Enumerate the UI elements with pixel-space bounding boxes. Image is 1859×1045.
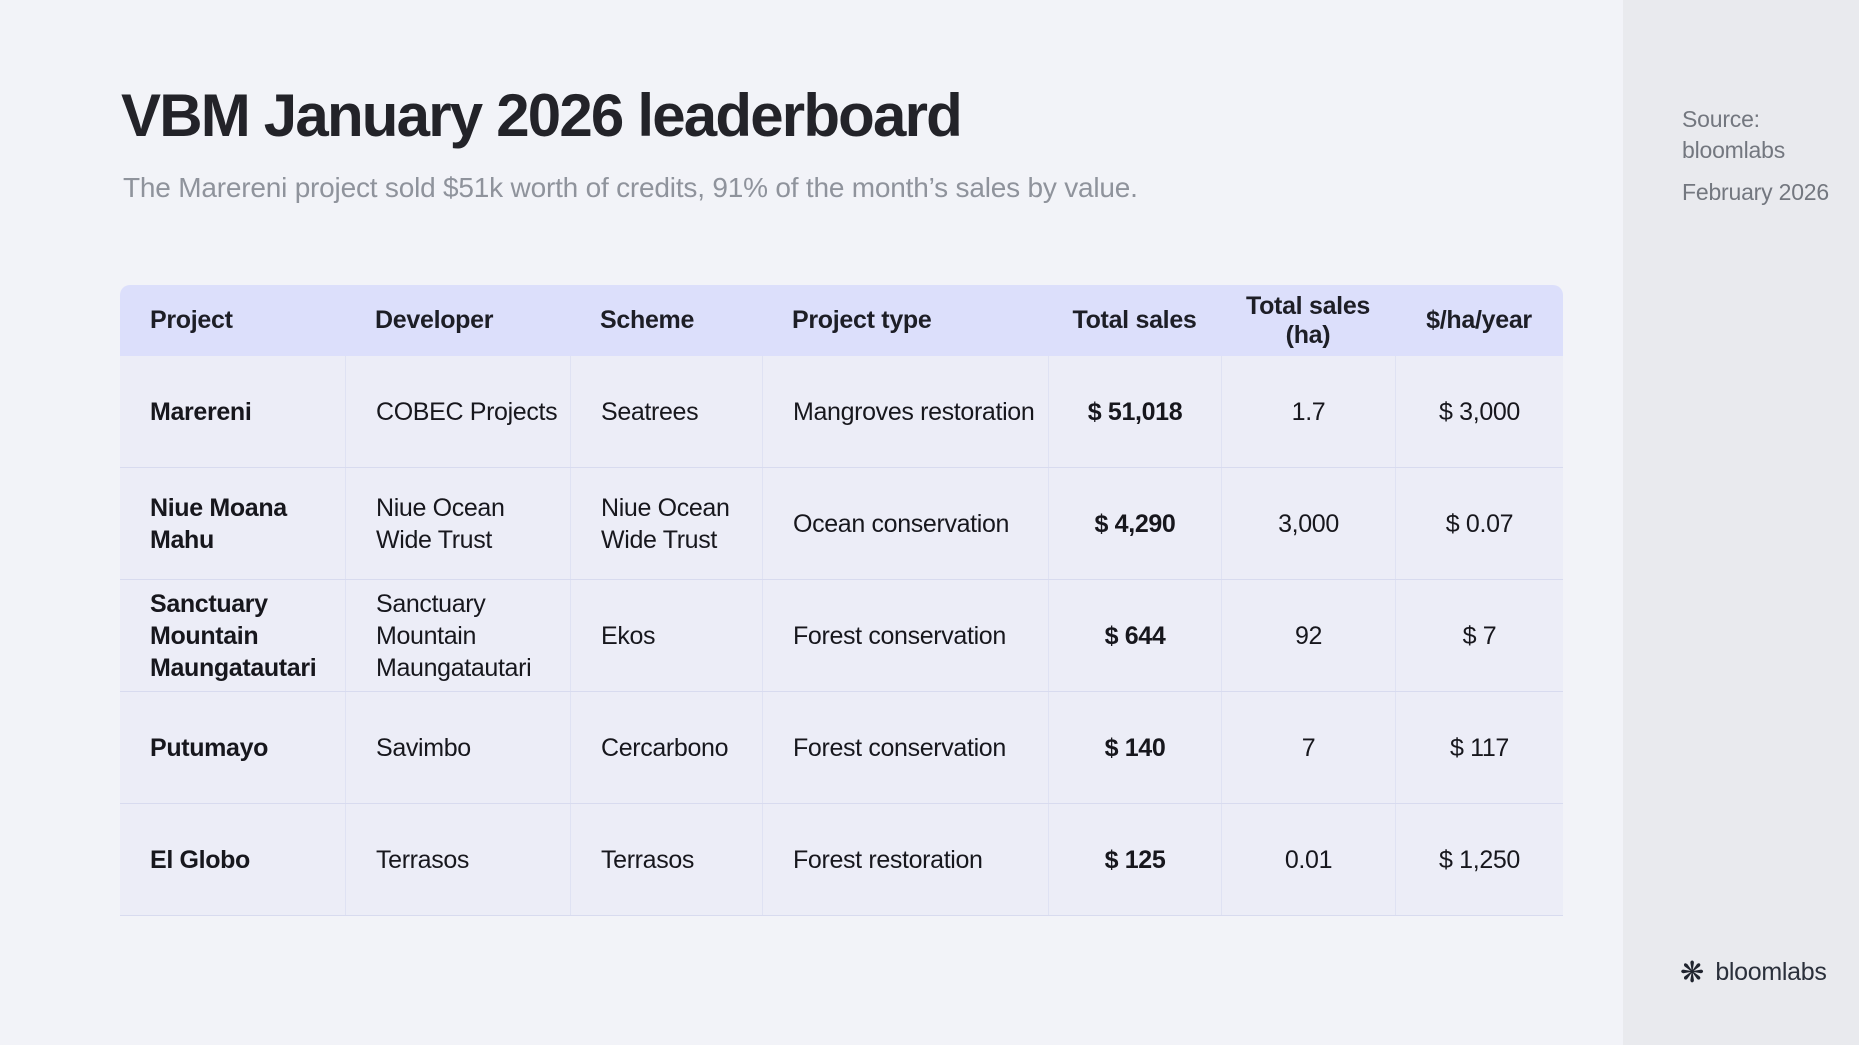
source-label: Source: xyxy=(1682,106,1760,132)
brand-name: bloomlabs xyxy=(1715,958,1827,986)
table-row: Putumayo Savimbo Cercarbono Forest conse… xyxy=(120,692,1563,804)
header-cell-project: Project xyxy=(150,306,233,334)
table-row: Sanctuary Mountain Maungatautari Sanctua… xyxy=(120,580,1563,692)
table-header-row: Project Developer Scheme Project type To… xyxy=(120,285,1563,356)
cell-total-sales-ha: 92 xyxy=(1221,580,1395,691)
cell-dollar-ha-year: $ 3,000 xyxy=(1395,356,1563,467)
leaderboard-table: Project Developer Scheme Project type To… xyxy=(120,285,1563,916)
cell-scheme: Terrasos xyxy=(570,804,762,915)
cell-total-sales-ha: 3,000 xyxy=(1221,468,1395,579)
cell-scheme: Ekos xyxy=(570,580,762,691)
table-row: El Globo Terrasos Terrasos Forest restor… xyxy=(120,804,1563,916)
table-row: Marereni COBEC Projects Seatrees Mangrov… xyxy=(120,356,1563,468)
cell-project: Niue Moana Mahu xyxy=(150,493,287,554)
header-cell-project-type: Project type xyxy=(792,306,932,334)
page-subtitle: The Marereni project sold $51k worth of … xyxy=(123,172,1138,203)
cell-developer: Savimbo xyxy=(345,692,570,803)
cell-project-type: Forest restoration xyxy=(762,804,1048,915)
cell-developer: Terrasos xyxy=(345,804,570,915)
cell-dollar-ha-year: $ 7 xyxy=(1395,580,1563,691)
source-name: bloomlabs xyxy=(1682,137,1786,163)
header-cell-total-sales-ha: Total sales (ha) xyxy=(1245,291,1371,349)
cell-project-type: Forest conservation xyxy=(762,580,1048,691)
cell-total-sales: $ 125 xyxy=(1048,804,1221,915)
page-title: VBM January 2026 leaderboard xyxy=(121,82,963,149)
cell-dollar-ha-year: $ 117 xyxy=(1395,692,1563,803)
cell-total-sales-ha: 7 xyxy=(1221,692,1395,803)
header-cell-developer: Developer xyxy=(375,306,494,334)
cell-project: Putumayo xyxy=(150,733,269,762)
cell-project: Sanctuary Mountain Maungatautari xyxy=(150,589,317,682)
cell-developer: Niue Ocean Wide Trust xyxy=(345,468,570,579)
header-cell-total-sales: Total sales xyxy=(1072,306,1197,334)
cell-scheme: Seatrees xyxy=(570,356,762,467)
cell-total-sales: $ 4,290 xyxy=(1048,468,1221,579)
cell-developer: Sanctuary Mountain Maungatautari xyxy=(345,580,570,691)
cell-total-sales-ha: 1.7 xyxy=(1221,356,1395,467)
cell-total-sales: $ 644 xyxy=(1048,580,1221,691)
cell-project-type: Ocean conservation xyxy=(762,468,1048,579)
header-cell-scheme: Scheme xyxy=(600,306,695,334)
cell-total-sales: $ 51,018 xyxy=(1048,356,1221,467)
header-cell-dollar-ha-year: $/ha/year xyxy=(1426,306,1532,334)
source-meta: Source: bloomlabs February 2026 xyxy=(1682,104,1843,208)
cell-total-sales-ha: 0.01 xyxy=(1221,804,1395,915)
cell-developer: COBEC Projects xyxy=(345,356,570,467)
cell-project-type: Mangroves restoration xyxy=(762,356,1048,467)
cell-scheme: Niue Ocean Wide Trust xyxy=(570,468,762,579)
pinwheel-flower-icon: ❋ xyxy=(1680,955,1705,989)
cell-total-sales: $ 140 xyxy=(1048,692,1221,803)
report-date: February 2026 xyxy=(1682,179,1829,205)
cell-project: Marereni xyxy=(150,397,252,426)
cell-dollar-ha-year: $ 0.07 xyxy=(1395,468,1563,579)
cell-scheme: Cercarbono xyxy=(570,692,762,803)
cell-project-type: Forest conservation xyxy=(762,692,1048,803)
brand-logo: ❋ bloomlabs xyxy=(1680,958,1827,987)
cell-dollar-ha-year: $ 1,250 xyxy=(1395,804,1563,915)
table-row: Niue Moana Mahu Niue Ocean Wide Trust Ni… xyxy=(120,468,1563,580)
cell-project: El Globo xyxy=(150,845,250,874)
sidebar: Source: bloomlabs February 2026 ❋ blooml… xyxy=(1623,0,1859,1045)
